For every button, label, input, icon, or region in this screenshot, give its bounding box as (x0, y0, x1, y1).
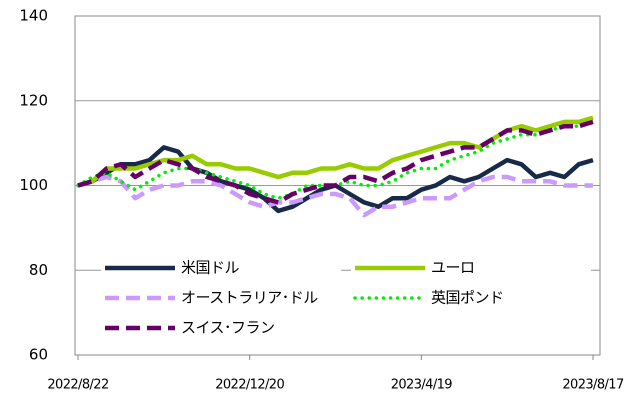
legend-bg (101, 286, 341, 310)
series-line (77, 174, 593, 218)
y-tick-label: 60 (29, 346, 48, 364)
y-tick-label: 120 (19, 91, 48, 109)
legend-label: オーストラリア･ドル (181, 289, 318, 307)
x-tick-label: 2022/12/20 (215, 378, 284, 393)
legend-label: 英国ポンド (431, 289, 504, 307)
y-tick-label: 140 (19, 7, 48, 25)
legend-label: スイス･フラン (181, 319, 275, 337)
y-tick-label: 80 (29, 261, 48, 279)
series-line (77, 145, 594, 214)
legend-label: ユーロ (431, 259, 475, 277)
legend-label: 米国ドル (181, 259, 240, 277)
series-line (77, 119, 594, 205)
y-tick-label: 100 (19, 176, 48, 194)
series-line (77, 115, 594, 188)
x-tick-label: 2023/8/17 (562, 378, 624, 393)
x-tick-label: 2023/4/19 (391, 378, 453, 393)
legend-bg (101, 316, 341, 340)
x-tick-label: 2022/8/22 (47, 378, 108, 393)
